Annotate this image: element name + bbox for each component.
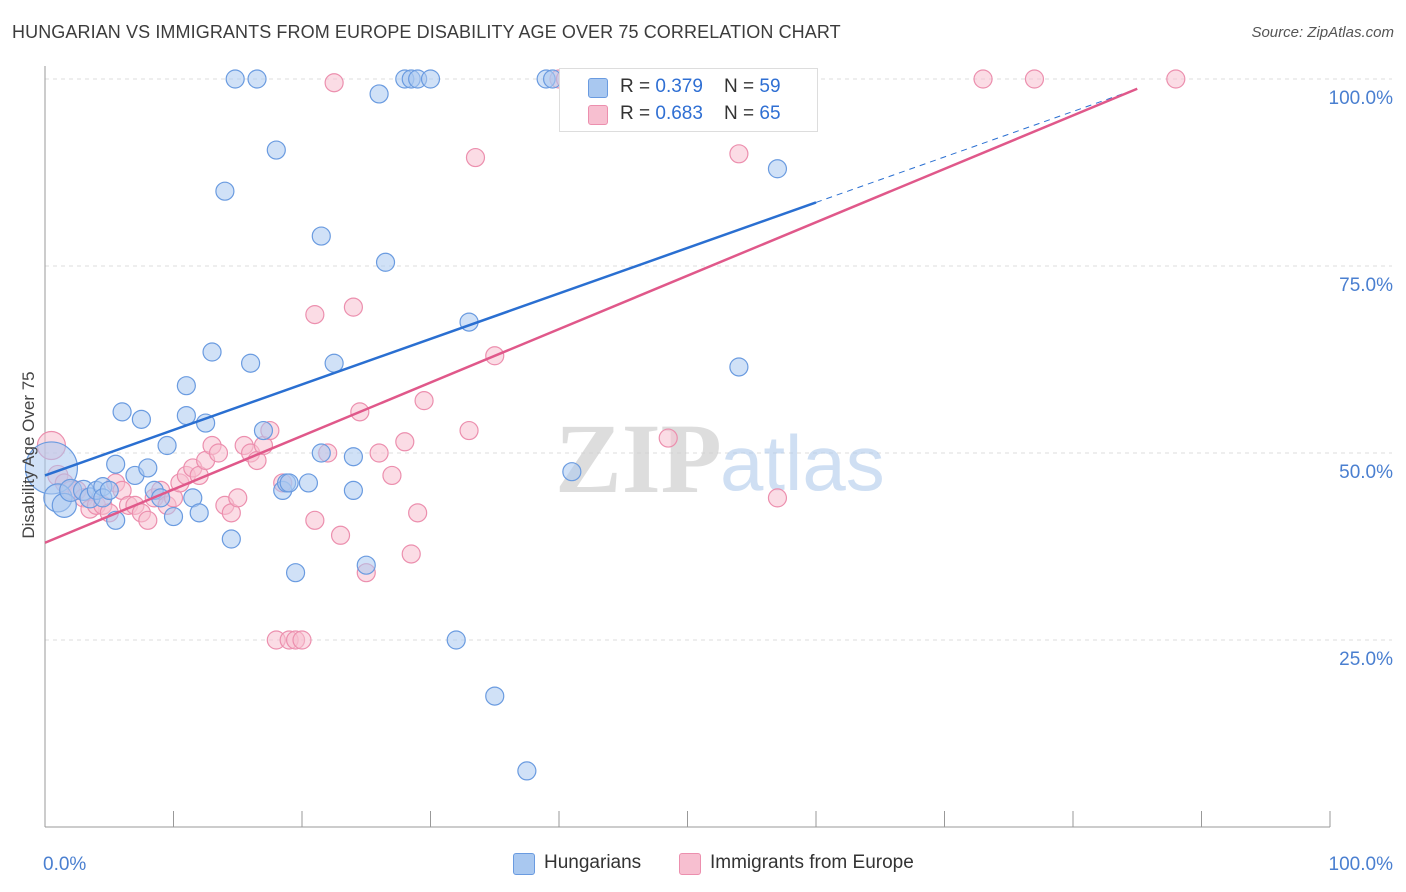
legend-n-label: N = <box>724 76 760 97</box>
y-axis-label: Disability Age Over 75 <box>19 371 38 538</box>
y-tick-label: 25.0% <box>1339 649 1393 670</box>
hungarians-point <box>215 181 235 201</box>
hungarians-point <box>298 473 319 493</box>
immigrants-point <box>401 544 421 564</box>
y-tick-label: 50.0% <box>1339 462 1393 483</box>
hungarians-point <box>356 555 376 575</box>
hungarians-point <box>99 480 119 500</box>
hungarians-point <box>285 563 306 583</box>
hungarians-point <box>375 252 396 272</box>
x-tick-label: 100.0% <box>1329 854 1394 875</box>
immigrants-point <box>729 144 749 164</box>
immigrants-point <box>414 391 434 411</box>
hungarians-point <box>131 409 151 429</box>
immigrants-point <box>1166 69 1186 89</box>
immigrants-point <box>228 488 248 508</box>
hungarians-point <box>485 686 505 706</box>
legend-n-value: 65 <box>759 103 781 124</box>
trend-lines <box>44 87 1138 544</box>
hungarians-point <box>189 503 209 523</box>
immigrants-point <box>465 147 486 168</box>
hungarians-point <box>767 159 788 179</box>
hungarians-point <box>517 761 537 781</box>
hungarians-points <box>24 69 788 781</box>
y-tick-label: 75.0% <box>1339 275 1393 296</box>
legend-swatch-hungarians <box>588 78 608 98</box>
bottom-legend-swatch-immigrants[interactable] <box>679 853 701 875</box>
stats-legend: R = 0.379 N = 59 R = 0.683 N = 65 <box>559 68 818 132</box>
legend-r-label: R = <box>620 103 656 124</box>
hungarians-point <box>279 473 299 493</box>
hungarians-point <box>253 420 274 441</box>
immigrants-point <box>973 69 993 89</box>
hungarians-point <box>196 413 216 433</box>
immigrants-point <box>369 443 389 463</box>
hungarians-point <box>202 342 222 362</box>
hungarians-point <box>112 402 132 422</box>
hungarians-point <box>241 353 261 373</box>
hungarians-point <box>369 84 389 104</box>
hungarians-point <box>343 447 363 467</box>
immigrants-point <box>208 443 229 463</box>
hungarians-point <box>311 443 331 463</box>
legend-n-value: 59 <box>759 76 781 97</box>
bottom-legend-immigrants[interactable]: Immigrants from Europe <box>710 852 914 873</box>
immigrants-point <box>305 510 325 530</box>
source-label: Source: ZipAtlas.com <box>1251 24 1394 41</box>
hungarians-point <box>221 529 241 549</box>
immigrants-point <box>767 488 788 508</box>
legend-swatch-immigrants <box>588 105 608 125</box>
chart-title: HUNGARIAN VS IMMIGRANTS FROM EUROPE DISA… <box>12 22 841 42</box>
hungarians-trend-line <box>44 201 817 477</box>
hungarians-point <box>225 69 245 89</box>
immigrants-trend-line <box>44 87 1138 544</box>
legend-r-label: R = <box>620 76 656 97</box>
immigrants-point <box>324 73 344 93</box>
hungarians-point <box>106 454 126 474</box>
watermark: ZIP atlas <box>555 403 885 514</box>
immigrants-point <box>330 525 351 545</box>
hungarians-point <box>163 506 184 527</box>
hungarians-trend-extension <box>815 88 1138 203</box>
hungarians-point <box>420 69 441 89</box>
immigrants-point <box>305 305 325 325</box>
y-tick-label: 100.0% <box>1329 88 1394 109</box>
immigrants-point <box>292 630 312 650</box>
immigrants-point <box>1024 69 1045 89</box>
immigrants-point <box>343 297 363 317</box>
legend-row-hungarians: R = 0.379 N = 59 <box>620 76 781 100</box>
immigrants-point <box>395 432 415 452</box>
immigrants-point <box>408 503 428 523</box>
immigrants-point <box>459 420 479 441</box>
hungarians-point <box>247 69 267 89</box>
legend-r-value: 0.379 <box>655 76 703 97</box>
watermark-atlas: atlas <box>720 419 885 507</box>
hungarians-point <box>446 630 466 650</box>
hungarians-point <box>157 435 177 456</box>
immigrants-point <box>658 428 678 448</box>
immigrants-point <box>138 510 158 530</box>
bottom-legend-swatch-hungarians[interactable] <box>513 853 535 875</box>
legend-r-value: 0.683 <box>655 103 703 124</box>
hungarians-point <box>729 357 749 377</box>
hungarians-point <box>266 140 286 160</box>
hungarians-point <box>311 226 331 246</box>
legend-row-immigrants: R = 0.683 N = 65 <box>620 103 781 127</box>
x-tick-label: 0.0% <box>43 854 86 875</box>
hungarians-point <box>138 458 158 478</box>
watermark-zip: ZIP <box>555 403 722 514</box>
legend-n-label: N = <box>724 103 760 124</box>
bottom-legend-hungarians[interactable]: Hungarians <box>544 852 642 873</box>
hungarians-point <box>343 480 363 500</box>
immigrants-point <box>382 465 402 486</box>
hungarians-point <box>176 376 196 396</box>
tick-labels: 100.0% 75.0% 50.0% 25.0% 0.0% 100.0% <box>43 88 1393 875</box>
hungarians-point <box>562 462 582 482</box>
